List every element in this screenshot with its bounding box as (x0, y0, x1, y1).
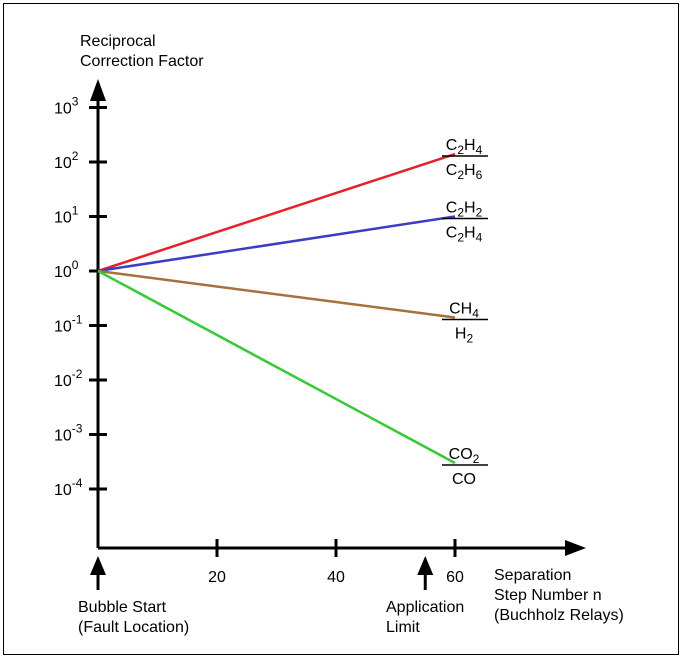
annotation-label: Bubble Start (78, 599, 167, 616)
series-line (97, 269, 456, 465)
series-line (97, 215, 456, 273)
y-tick-label: 10-3 (54, 422, 83, 445)
series-label-denominator: C2H6 (446, 162, 483, 182)
chart-frame (3, 3, 679, 655)
series-label-numerator: C2H4 (446, 137, 483, 157)
x-tick-label: 60 (446, 569, 464, 586)
series-line (97, 269, 456, 319)
series-line (97, 152, 456, 273)
y-tick-label: 100 (54, 258, 79, 281)
y-tick-label: 103 (54, 95, 79, 118)
annotation-label: Application (386, 599, 464, 616)
y-axis-label: Correction Factor (80, 53, 204, 70)
y-axis-label: Reciprocal (80, 33, 156, 50)
annotation-label: Limit (386, 619, 420, 636)
x-axis-arrow (565, 540, 586, 556)
annotation-arrow-head (90, 556, 106, 575)
series-label-denominator: C2H4 (446, 225, 483, 245)
annotation-arrow-head (417, 556, 434, 575)
x-tick-label: 20 (208, 569, 226, 586)
x-axis-label: (Buchholz Relays) (494, 607, 624, 624)
series-label-numerator: CO2 (449, 446, 480, 466)
series-label-denominator: CO (452, 471, 476, 488)
series-label-denominator: H2 (455, 326, 474, 346)
series-label-numerator: C2H2 (446, 200, 483, 220)
y-tick-label: 101 (54, 204, 79, 227)
series-label-numerator: CH4 (449, 301, 479, 321)
y-tick-label: 10-2 (54, 367, 83, 390)
x-axis-label: Step Number n (494, 587, 602, 604)
x-axis-label: Separation (494, 567, 571, 584)
y-tick-label: 102 (54, 149, 79, 172)
annotation-label: (Fault Location) (78, 619, 189, 636)
x-tick-label: 40 (327, 569, 345, 586)
y-axis-arrow (90, 79, 106, 101)
y-tick-label: 10-4 (54, 476, 83, 499)
y-tick-label: 10-1 (54, 313, 83, 336)
